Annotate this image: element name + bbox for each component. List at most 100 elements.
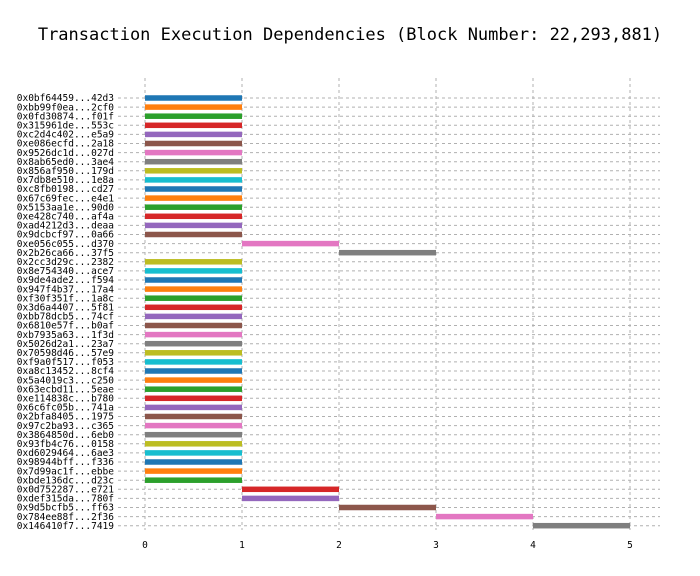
transaction-label: 0xe086ecfd...2a18: [17, 139, 115, 150]
transaction-bar: [145, 113, 242, 119]
transaction-label: 0xbb99f0ea...2cf0: [17, 102, 115, 113]
transaction-bar: [145, 450, 242, 456]
transaction-bar: [145, 459, 242, 465]
transaction-label: 0x6810e57f...b0af: [17, 321, 114, 332]
x-tick-labels: 0 1 2 3 4 5: [142, 540, 633, 551]
transaction-bar: [145, 359, 242, 365]
transaction-bar: [145, 104, 242, 110]
y-tick-labels: 0x0bf64459...42d30xbb99f0ea...2cf00x0fd3…: [17, 93, 115, 532]
transaction-bar: [145, 158, 242, 165]
transaction-label: 0xe428c740...af4a: [17, 212, 114, 223]
transaction-bar: [145, 313, 242, 320]
transaction-bar: [145, 377, 242, 383]
chart-title: Transaction Execution Dependencies (Bloc…: [38, 25, 662, 45]
transaction-label: 0x2cc3d29c...2382: [17, 257, 114, 268]
x-tick-label: 5: [627, 540, 633, 551]
transaction-label: 0xd6029464...6ae3: [17, 448, 114, 459]
transaction-bar: [145, 350, 242, 356]
transaction-label: 0xbb78dcb5...74cf: [17, 312, 114, 323]
transaction-label: 0x315961de...553c: [17, 121, 114, 132]
transaction-bar: [145, 204, 242, 210]
transaction-bar: [339, 504, 436, 511]
transaction-bar: [145, 186, 242, 192]
transaction-bar: [145, 222, 242, 229]
transaction-label: 0x0d752287...e721: [17, 485, 115, 496]
transaction-label: 0x7d99ac1f...ebbe: [17, 466, 115, 477]
x-tick-label: 3: [433, 540, 439, 551]
transaction-label: 0x7db8e510...1e8a: [17, 175, 114, 186]
transaction-label: 0x70598d46...57e9: [17, 348, 115, 359]
transaction-bar: [145, 477, 242, 483]
transaction-label: 0x9d5bcfb5...ff63: [17, 503, 114, 514]
transaction-label: 0x3d6a4407...5f81: [17, 303, 115, 314]
transaction-label: 0xf30f351f...1a8c: [17, 293, 114, 304]
transaction-bar: [145, 122, 242, 129]
transaction-bar: [145, 268, 242, 274]
transaction-bar: [145, 168, 242, 174]
transaction-label: 0x67c69fec...e4e1: [17, 193, 115, 204]
transaction-label: 0xbde136dc...d23c: [17, 475, 114, 486]
transaction-bar: [145, 404, 242, 411]
transaction-label: 0x9526dc1d...027d: [17, 148, 114, 159]
transaction-bar: [436, 513, 533, 520]
transaction-label: 0x97c2ba93...c365: [17, 421, 114, 432]
transaction-label: 0x9dcbcf97...0a66: [17, 230, 115, 241]
transaction-bar: [145, 468, 242, 474]
transaction-label: 0x8e754340...ace7: [17, 266, 114, 277]
transaction-label: 0x784ee88f...2f36: [17, 512, 115, 523]
transaction-bar: [145, 231, 242, 238]
transaction-label: 0x8ab65ed0...3ae4: [17, 157, 115, 168]
transaction-label: 0xa8c13452...8cf4: [17, 366, 115, 377]
transaction-label: 0x5026d2a1...23a7: [17, 339, 114, 350]
transaction-bar: [145, 386, 242, 392]
x-tick-label: 2: [336, 540, 342, 551]
transaction-bar: [145, 286, 242, 292]
transaction-label: 0x6c6fc05b...741a: [17, 403, 114, 414]
transaction-bar: [145, 322, 242, 329]
transaction-label: 0x146410f7...7419: [17, 521, 115, 532]
transaction-bar: [145, 368, 242, 374]
transaction-label: 0xad4212d3...deaa: [17, 221, 114, 232]
transaction-bar: [145, 149, 242, 156]
transaction-bar: [533, 522, 630, 529]
transaction-label: 0x9de4ade2...f594: [17, 275, 115, 286]
transaction-label: 0xc8fb0198...cd27: [17, 184, 114, 195]
bars-group: [145, 95, 630, 529]
x-tick-label: 0: [142, 540, 148, 551]
transaction-label: 0x0fd30874...f01f: [17, 111, 114, 122]
transaction-bar: [145, 422, 242, 429]
x-tick-label: 4: [530, 540, 536, 551]
x-tick-label: 1: [239, 540, 245, 551]
transaction-label: 0x63ecbd11...5eae: [17, 384, 115, 395]
transaction-label: 0x5153aa1e...90d0: [17, 202, 115, 213]
transaction-bar: [145, 131, 242, 138]
transaction-bar: [145, 331, 242, 338]
transaction-bar: [145, 413, 242, 420]
transaction-label: 0xb7935a63...1f3d: [17, 330, 114, 341]
transaction-bar: [145, 140, 242, 147]
transaction-bar: [242, 486, 339, 493]
transaction-bar: [145, 213, 242, 220]
transaction-bar: [145, 177, 242, 183]
transaction-label: 0x3864850d...6eb0: [17, 430, 115, 441]
transaction-bar: [145, 295, 242, 301]
transaction-label: 0xdef315da...780f: [17, 494, 114, 505]
transaction-bar: [145, 431, 242, 438]
transaction-label: 0xe056c055...d370: [17, 239, 115, 250]
transaction-bar: [242, 240, 339, 247]
transaction-label: 0x856af950...179d: [17, 166, 114, 177]
transaction-label: 0x2b26ca66...37f5: [17, 248, 114, 259]
transaction-label: 0x2bfa8405...1975: [17, 412, 114, 423]
transaction-bar: [145, 340, 242, 347]
transaction-bar: [145, 304, 242, 311]
transaction-bar: [145, 441, 242, 447]
transaction-label: 0xc2d4c402...e5a9: [17, 130, 115, 141]
transaction-bar: [145, 395, 242, 402]
transaction-label: 0xe114838c...b780: [17, 394, 115, 405]
transaction-label: 0xf9a0f517...f053: [17, 357, 114, 368]
transaction-label: 0x0bf64459...42d3: [17, 93, 114, 104]
transaction-label: 0x947f4b37...17a4: [17, 284, 115, 295]
transaction-label: 0x98944bff...f336: [17, 457, 115, 468]
transaction-bar: [145, 195, 242, 201]
